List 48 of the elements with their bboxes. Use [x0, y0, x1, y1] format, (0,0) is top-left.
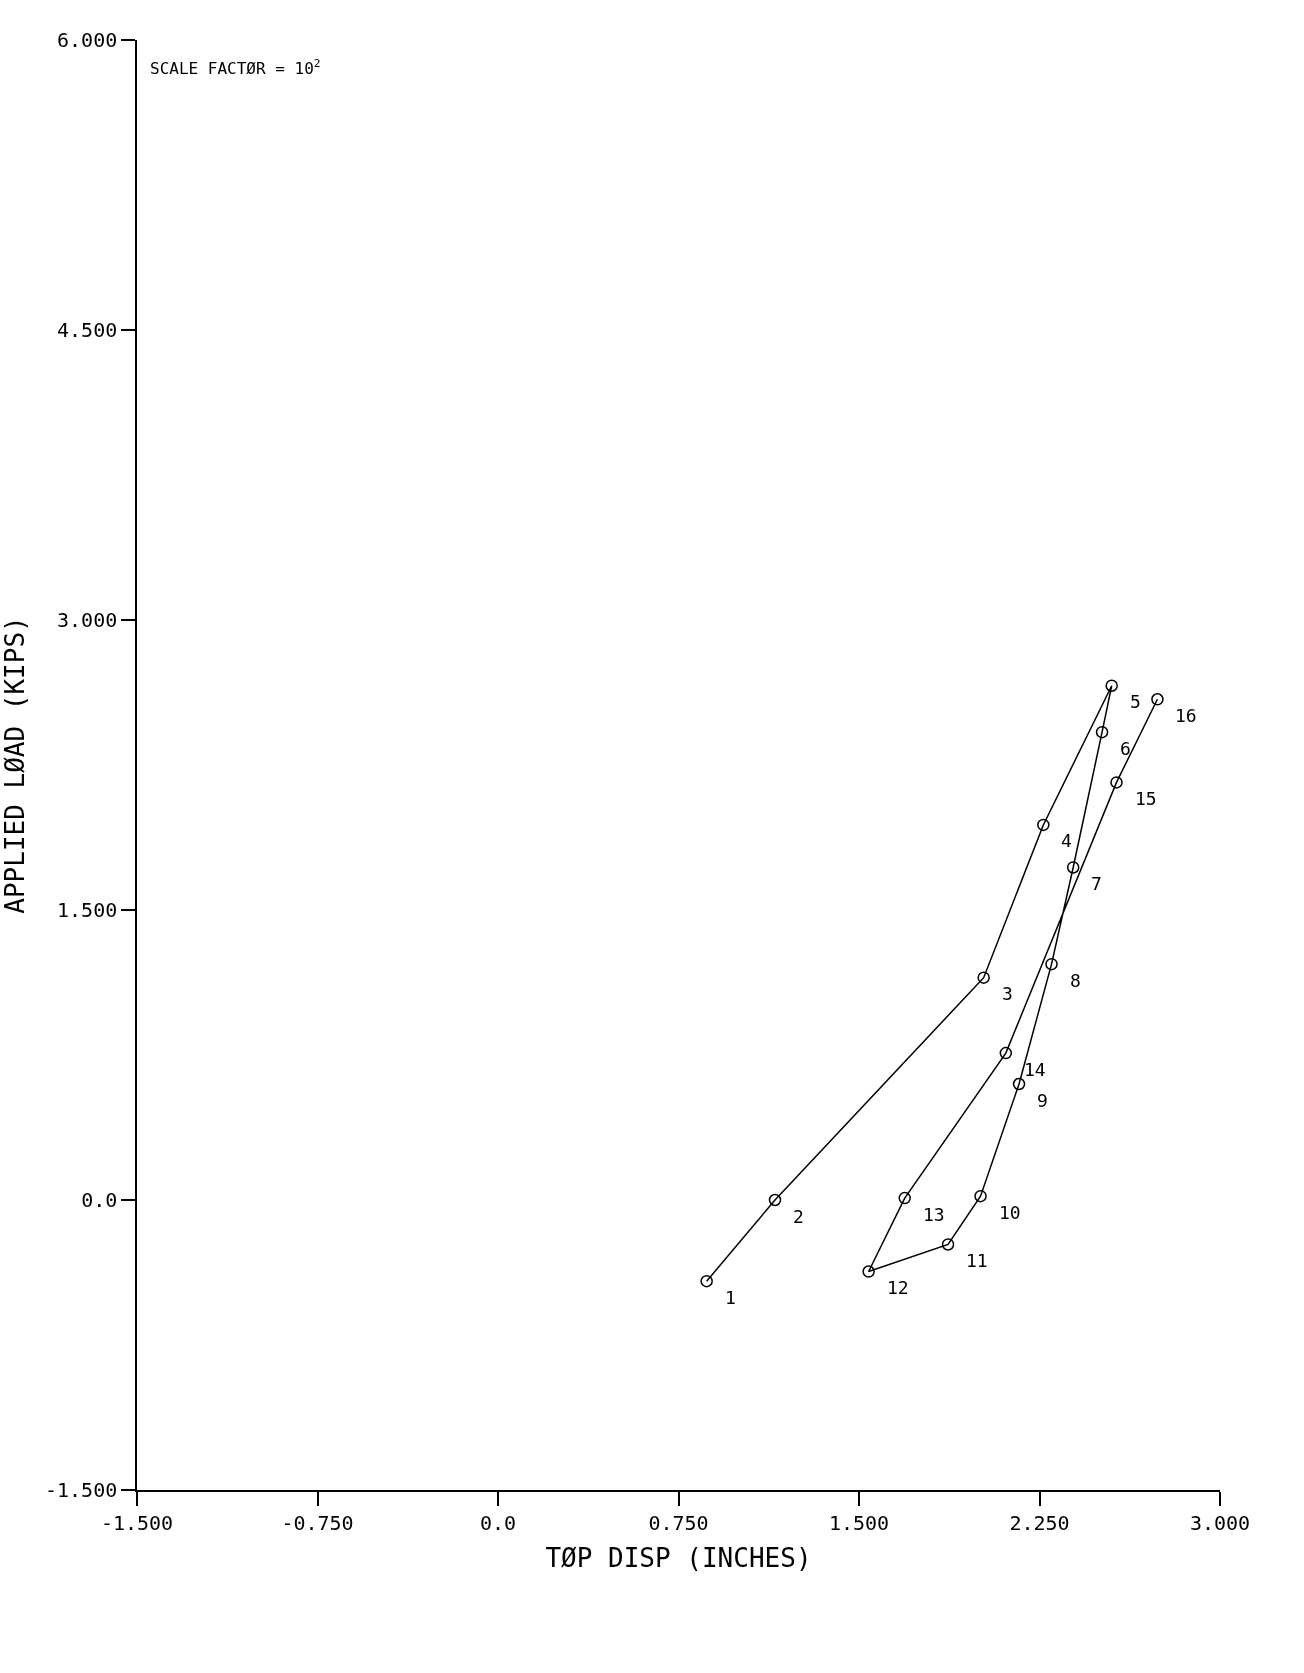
annotation: 3: [1002, 983, 1013, 1004]
y-tick-label: 3.000: [57, 608, 118, 632]
annotation: 6: [1120, 738, 1131, 759]
y-tick-label: 0.0: [81, 1188, 118, 1212]
y-axis-title: APPLIED LØAD (KIPS): [0, 616, 30, 914]
point: [898, 1191, 911, 1205]
annotation: 1: [725, 1287, 736, 1308]
x-tick-label: 3.000: [1189, 1510, 1251, 1535]
annotation: 10: [999, 1202, 1021, 1223]
annotation: SCALE FACTØR = 10$^{2}$: [150, 57, 321, 78]
annotation: 9: [1037, 1090, 1048, 1111]
annotation: 14: [1024, 1059, 1046, 1080]
y-tick-label: 4.500: [57, 318, 118, 342]
point: [768, 1193, 782, 1207]
annotation: 8: [1070, 970, 1081, 991]
point: [862, 1265, 875, 1278]
x-axis-title: TØP DISP (INCHES): [545, 1542, 812, 1573]
annotation: 13: [923, 1204, 945, 1225]
point: [941, 1238, 955, 1251]
annotation: 16: [1175, 705, 1197, 726]
point: [1151, 693, 1164, 706]
annotation: 4: [1061, 830, 1072, 851]
point: [1037, 818, 1050, 832]
point: [1012, 1077, 1026, 1091]
point: [1066, 861, 1080, 874]
point: [977, 971, 990, 984]
point: [1110, 776, 1123, 789]
y-tick-label: 6.000: [57, 28, 118, 52]
y-tick-label: -1.500: [45, 1478, 118, 1502]
annotation: 12: [887, 1277, 909, 1298]
point: [1095, 725, 1109, 739]
point: [999, 1046, 1013, 1060]
x-tick-label: 1.500: [828, 1510, 890, 1535]
point: [700, 1274, 713, 1288]
x-tick-label: 0.0: [479, 1510, 517, 1535]
annotation: 5: [1130, 691, 1141, 712]
x-tick-label: 0.750: [648, 1510, 709, 1535]
annotation: 11: [966, 1250, 988, 1271]
point: [1045, 957, 1058, 971]
point: [1105, 679, 1118, 692]
annotation: 7: [1091, 873, 1102, 894]
annotation: 15: [1135, 788, 1157, 809]
point: [974, 1189, 987, 1203]
x-tick-label: 2.250: [1009, 1510, 1070, 1535]
annotation: 2: [793, 1206, 804, 1227]
y-tick-label: 1.500: [57, 898, 118, 922]
x-tick-label: -1.500: [100, 1510, 174, 1535]
x-tick-label: -0.750: [281, 1510, 354, 1535]
